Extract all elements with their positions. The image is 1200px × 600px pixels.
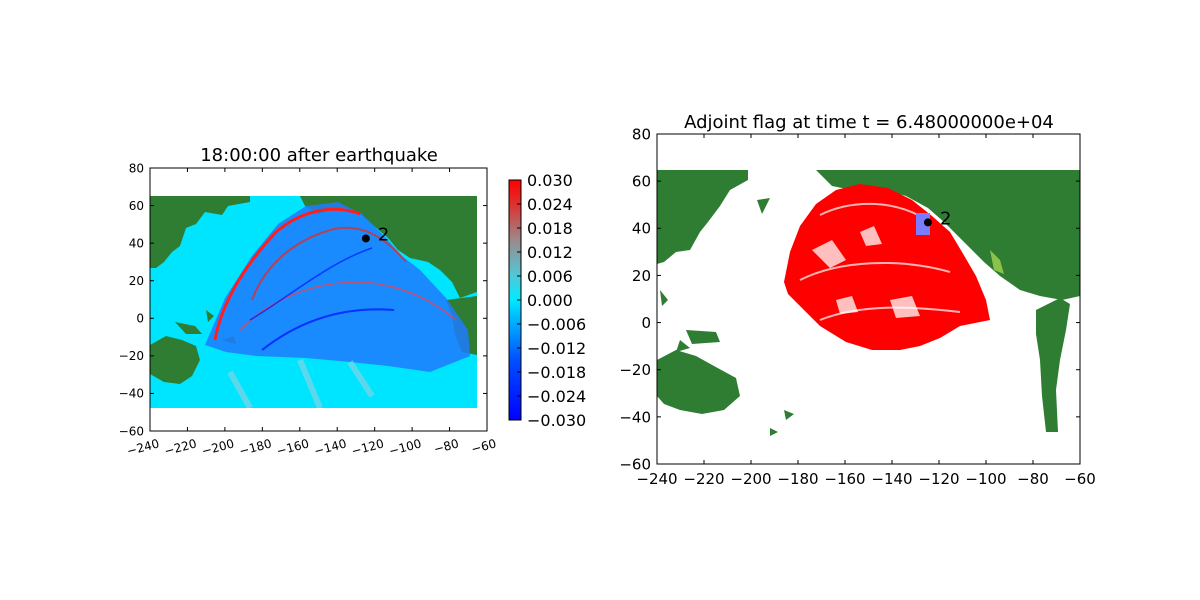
colorbar-tick-label: −0.012 [527,339,586,358]
x-tick-label: −160 [824,470,865,488]
x-tick-label: −220 [683,470,724,488]
colorbar-tick-label: 0.018 [527,219,573,238]
gauge-dot [361,234,370,243]
y-tick-label: −20 [619,361,651,379]
x-tick-label: −80 [1017,470,1049,488]
gauge-label: 2 [940,208,951,229]
y-tick-label: 0 [136,312,144,326]
right-gauge-marker: 2 [923,208,951,229]
y-tick-label: 40 [129,236,144,250]
x-tick-label: −180 [777,470,818,488]
x-tick-label: −60 [1064,470,1096,488]
adjoint-flag-panel: Adjoint flag at time t = 6.48000000e+04 … [619,112,1095,488]
y-tick-label: −40 [119,387,144,401]
colorbar-tick-label: −0.024 [527,387,586,406]
y-tick-label: 20 [632,267,651,285]
x-tick-label: −180 [238,436,273,458]
x-tick-label: −120 [350,436,385,458]
colorbar-tick-label: 0.012 [527,243,573,262]
flag-region-box [916,213,930,235]
colorbar-tick-label: −0.030 [527,411,586,430]
left-map-image [150,168,487,431]
left-gauge-marker: 2 [361,224,389,245]
x-tick-label: −60 [470,436,498,456]
x-tick-label: −220 [163,436,198,458]
x-tick-label: −100 [387,436,422,458]
y-tick-label: −40 [619,408,651,426]
y-tick-label: 60 [632,173,651,191]
y-tick-label: −20 [119,349,144,363]
colorbar-tick-label: 0.006 [527,267,573,286]
colorbar-tick-label: −0.018 [527,363,586,382]
gauge-label: 2 [378,224,389,245]
surface-elevation-panel: 18:00:00 after earthquake [119,145,587,458]
colorbar-tick-label: 0.024 [527,195,573,214]
y-tick-label: 80 [129,161,144,175]
x-tick-label: −160 [275,436,310,458]
left-axis-ticks: −240 −220 −200 −180 −160 −140 −120 −100 −80 −60−6… [119,161,498,458]
right-axes-frame [656,133,1081,465]
x-tick-label: −140 [871,470,912,488]
y-tick-label: 60 [129,199,144,213]
left-panel-title: 18:00:00 after earthquake [200,145,438,166]
x-tick-label: −240 [636,470,677,488]
colorbar-tick-label: 0.030 [527,171,573,190]
colorbar: 0.030 0.024 0.018 0.012 0.006 0.000 −0.006 −0.0… [508,171,586,430]
colorbar-tick-label: 0.000 [527,291,573,310]
y-tick-label: −60 [119,424,144,438]
x-tick-label: −200 [200,436,235,458]
right-axis-ticks: −240 −220 −200 −180 −160 −140 −120 −100 −80 −60−6… [619,125,1095,488]
colorbar-ticks: 0.030 0.024 0.018 0.012 0.006 0.000 −0.006 −0.0… [517,171,586,430]
x-tick-label: −120 [918,470,959,488]
y-tick-label: 0 [641,314,651,332]
left-axes-frame [149,167,488,432]
right-panel-title: Adjoint flag at time t = 6.48000000e+04 [684,112,1054,133]
y-tick-label: 40 [632,220,651,238]
x-tick-label: −100 [965,470,1006,488]
y-tick-label: 20 [129,274,144,288]
colorbar-tick-label: −0.006 [527,315,586,334]
gauge-dot [923,218,932,227]
x-tick-label: −200 [730,470,771,488]
y-tick-label: −60 [619,455,651,473]
x-tick-label: −140 [313,436,348,458]
y-tick-label: 80 [632,125,651,143]
x-tick-label: −80 [432,436,460,456]
x-tick-label: −240 [125,436,160,458]
right-map-image [657,134,1080,464]
